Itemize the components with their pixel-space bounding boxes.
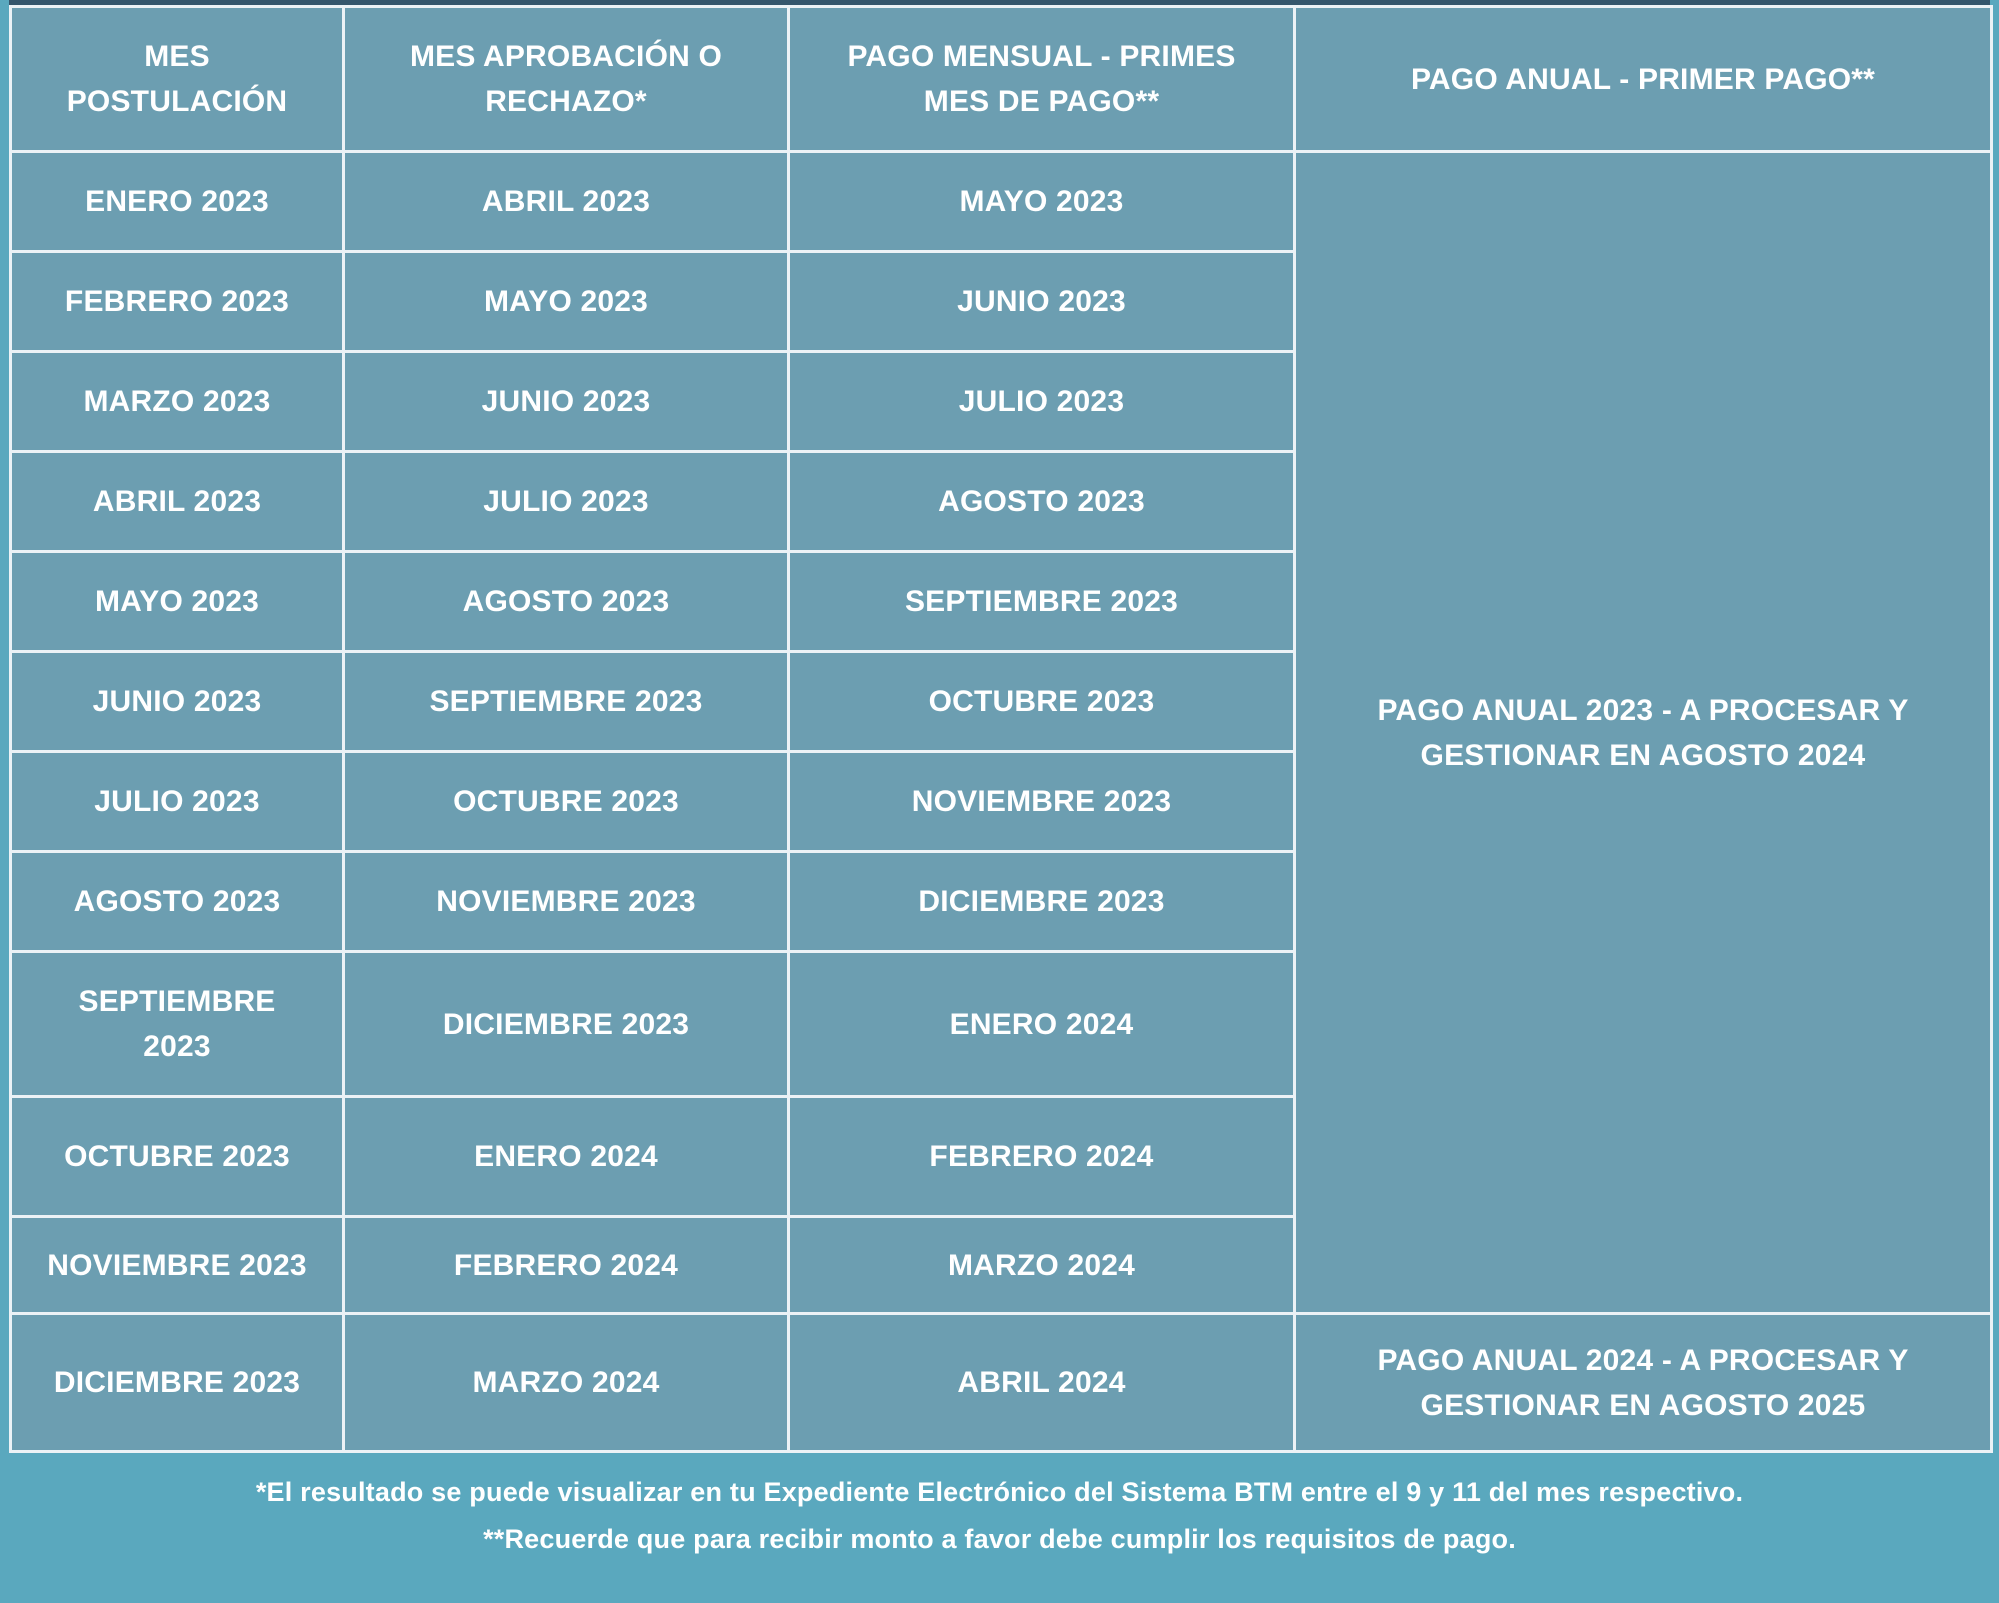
cell-mes-aprobacion: FEBRERO 2024 [342, 1215, 790, 1315]
cell-pago-mensual: MAYO 2023 [787, 150, 1296, 253]
cell-mes-aprobacion: MARZO 2024 [342, 1312, 790, 1453]
table-row: FEBRERO 2023 MAYO 2023 JUNIO 2023 [9, 250, 1992, 353]
cell-pago-mensual: JULIO 2023 [787, 350, 1296, 453]
cell-mes-aprobacion: MAYO 2023 [342, 250, 790, 353]
cell-pago-mensual: DICIEMBRE 2023 [787, 850, 1296, 953]
header-cell-pago-mensual: PAGO MENSUAL - PRIMES MES DE PAGO** [787, 5, 1296, 153]
table-row: MAYO 2023 AGOSTO 2023 SEPTIEMBRE 2023 [9, 550, 1992, 653]
table-row: DICIEMBRE 2023 MARZO 2024 ABRIL 2024 PAG… [9, 1312, 1993, 1453]
cell-mes-aprobacion: JUNIO 2023 [342, 350, 790, 453]
header-row: MES POSTULACIÓN MES APROBACIÓN O RECHAZO… [9, 5, 1993, 153]
cell-pago-anual-2024: PAGO ANUAL 2024 - A PROCESAR Y GESTIONAR… [1293, 1312, 1993, 1453]
cell-mes-postulacion: JULIO 2023 [9, 750, 345, 853]
table-row: NOVIEMBRE 2023 FEBRERO 2024 MARZO 2024 [9, 1215, 1992, 1315]
cell-mes-aprobacion: SEPTIEMBRE 2023 [342, 650, 790, 753]
cell-mes-postulacion: MAYO 2023 [9, 550, 345, 653]
table-row: AGOSTO 2023 NOVIEMBRE 2023 DICIEMBRE 202… [9, 850, 1992, 953]
payment-schedule-table: MES POSTULACIÓN MES APROBACIÓN O RECHAZO… [9, 5, 1993, 1453]
footnote-line: *El resultado se puede visualizar en tu … [255, 1477, 1744, 1507]
cell-mes-aprobacion: ABRIL 2023 [342, 150, 790, 253]
cell-mes-postulacion: AGOSTO 2023 [9, 850, 345, 953]
cell-mes-postulacion: SEPTIEMBRE 2023 [9, 950, 345, 1098]
cell-mes-aprobacion: DICIEMBRE 2023 [342, 950, 790, 1098]
cell-mes-postulacion: ENERO 2023 [9, 150, 345, 253]
payment-schedule-table-wrapper: MES POSTULACIÓN MES APROBACIÓN O RECHAZO… [9, 0, 1993, 1453]
header-cell-mes-aprobacion-rechazo: MES APROBACIÓN O RECHAZO* [342, 5, 790, 153]
table-row: JULIO 2023 OCTUBRE 2023 NOVIEMBRE 2023 [9, 750, 1992, 853]
cell-mes-postulacion: MARZO 2023 [9, 350, 345, 453]
cell-pago-mensual: SEPTIEMBRE 2023 [787, 550, 1296, 653]
table-row: SEPTIEMBRE 2023 DICIEMBRE 2023 ENERO 202… [9, 950, 1992, 1098]
cell-pago-mensual: FEBRERO 2024 [787, 1095, 1296, 1218]
table-row: MARZO 2023 JUNIO 2023 JULIO 2023 [9, 350, 1992, 453]
table-row: OCTUBRE 2023 ENERO 2024 FEBRERO 2024 [9, 1095, 1992, 1218]
table-row: ENERO 2023 ABRIL 2023 MAYO 2023 PAGO ANU… [9, 150, 1993, 1315]
cell-pago-mensual: AGOSTO 2023 [787, 450, 1296, 553]
cell-mes-aprobacion: NOVIEMBRE 2023 [342, 850, 790, 953]
header-cell-pago-anual: PAGO ANUAL - PRIMER PAGO** [1293, 5, 1993, 153]
footnotes: *El resultado se puede visualizar en tu … [0, 1453, 1999, 1553]
cell-mes-postulacion: FEBRERO 2023 [9, 250, 345, 353]
cell-pago-mensual: OCTUBRE 2023 [787, 650, 1296, 753]
cell-mes-postulacion: ABRIL 2023 [9, 450, 345, 553]
cell-pago-mensual: MARZO 2024 [787, 1215, 1296, 1315]
cell-pago-mensual: ENERO 2024 [787, 950, 1296, 1098]
cell-mes-postulacion: OCTUBRE 2023 [9, 1095, 345, 1218]
footnote-line: **Recuerde que para recibir monto a favo… [483, 1524, 1516, 1554]
cell-mes-postulacion: JUNIO 2023 [9, 650, 345, 753]
cell-mes-aprobacion: OCTUBRE 2023 [342, 750, 790, 853]
cell-mes-aprobacion: AGOSTO 2023 [342, 550, 790, 653]
cell-mes-aprobacion: ENERO 2024 [342, 1095, 790, 1218]
cell-mes-aprobacion: JULIO 2023 [342, 450, 790, 553]
cell-mes-postulacion: DICIEMBRE 2023 [9, 1312, 345, 1453]
cell-pago-anual-2023: PAGO ANUAL 2023 - A PROCESAR Y GESTIONAR… [1293, 150, 1993, 1315]
cell-pago-mensual: NOVIEMBRE 2023 [787, 750, 1296, 853]
cell-mes-postulacion: NOVIEMBRE 2023 [9, 1215, 345, 1315]
cell-pago-mensual: ABRIL 2024 [787, 1312, 1296, 1453]
cell-pago-mensual: JUNIO 2023 [787, 250, 1296, 353]
header-cell-mes-postulacion: MES POSTULACIÓN [9, 5, 345, 153]
table-row: ABRIL 2023 JULIO 2023 AGOSTO 2023 [9, 450, 1992, 553]
table-row: JUNIO 2023 SEPTIEMBRE 2023 OCTUBRE 2023 [9, 650, 1992, 753]
